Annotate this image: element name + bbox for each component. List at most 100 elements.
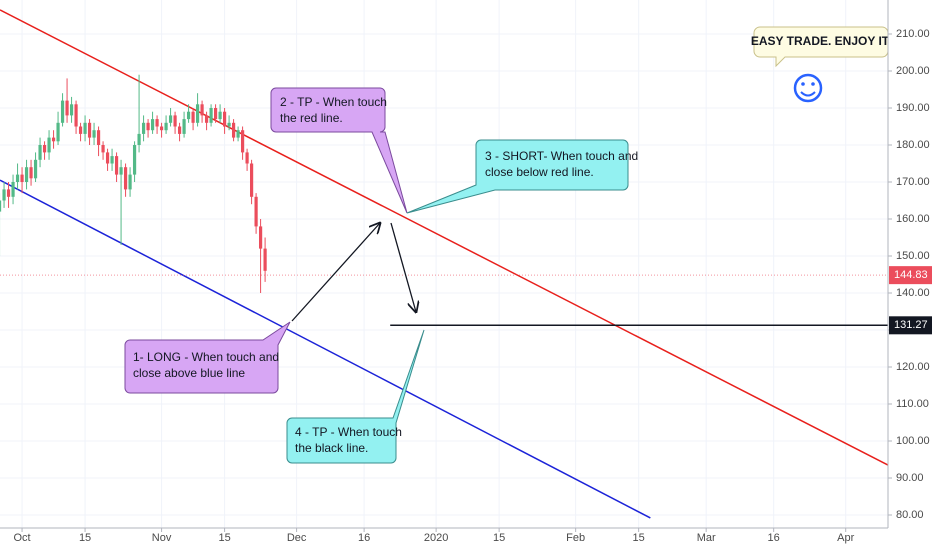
candle-body [29, 167, 33, 179]
annotation-text: EASY TRADE. ENJOY IT. [751, 34, 891, 48]
y-tick-label: 210.00 [896, 28, 930, 40]
trend-line [0, 9, 889, 466]
candle-body [74, 104, 78, 127]
candle-body [191, 111, 195, 123]
candle-body [65, 100, 69, 116]
price-label-box [889, 266, 932, 285]
candle-body [2, 189, 6, 201]
candle-body [213, 108, 218, 120]
candle-body [47, 137, 51, 153]
price-label-box [889, 316, 932, 335]
candle-body [249, 163, 254, 197]
candle-body [38, 145, 42, 160]
candle-body [150, 119, 155, 131]
candle-body [132, 145, 137, 175]
candle-body [204, 115, 209, 123]
candle-body [218, 111, 222, 120]
x-tick-label: 15 [633, 532, 645, 544]
candle-body [177, 126, 182, 134]
x-tick-label: 15 [79, 532, 91, 544]
y-tick-label: 180.00 [896, 139, 930, 151]
candle-body [0, 200, 2, 212]
candle-body [69, 104, 74, 116]
candle-body [168, 115, 173, 123]
candle-body [92, 130, 96, 138]
arrows [291, 223, 416, 322]
candle-body [173, 115, 177, 127]
candle-body [222, 111, 227, 127]
annotation-text: 2 - TP - When touch [280, 95, 387, 109]
annotation-text: close below red line. [485, 165, 594, 179]
y-tick-label: 120.00 [896, 361, 930, 373]
trend-line [0, 179, 651, 519]
x-tick-label: Apr [837, 532, 854, 544]
candle-body [254, 196, 258, 227]
candle-body [119, 167, 123, 175]
y-tick-label: 140.00 [896, 287, 930, 299]
candle-body [123, 167, 128, 190]
candle-body [110, 156, 114, 164]
x-tick-label: 15 [493, 532, 505, 544]
candle-body [231, 122, 236, 138]
candle-body [101, 145, 105, 153]
candle-body [60, 100, 65, 123]
y-tick-label: 100.00 [896, 435, 930, 447]
candle-body [96, 130, 101, 146]
candle-body [195, 104, 200, 123]
candle-body [227, 122, 231, 127]
x-tick-label: Oct [13, 532, 30, 544]
x-tick-label: 15 [218, 532, 230, 544]
x-tick-label: Nov [152, 532, 172, 544]
x-tick-label: 2020 [424, 532, 448, 544]
candle-body [141, 122, 146, 134]
candle-body [24, 167, 29, 183]
candle-body [56, 122, 60, 142]
candle-body [11, 182, 15, 197]
candle-body [258, 226, 263, 249]
candle-body [20, 174, 24, 183]
candle-body [87, 122, 92, 138]
candle-body [245, 152, 249, 164]
candle-body [164, 122, 168, 131]
y-tick-label: 170.00 [896, 176, 930, 188]
y-tick-label: 150.00 [896, 250, 930, 262]
candle-body [236, 130, 240, 138]
y-tick-label: 90.00 [896, 472, 924, 484]
candle-body [6, 189, 11, 197]
candle-body [83, 122, 87, 134]
annotation-text: the black line. [295, 441, 368, 455]
candle-body [186, 111, 191, 120]
y-tick-label: 110.00 [896, 398, 929, 410]
x-tick-label: Mar [697, 532, 716, 544]
x-tick-label: 16 [768, 532, 780, 544]
candle-body [51, 137, 56, 142]
candle-body [114, 156, 119, 175]
candle-body [128, 174, 132, 190]
y-tick-label: 200.00 [896, 65, 930, 77]
candle-body [209, 108, 213, 123]
annotation-text: 4 - TP - When touch [295, 425, 402, 439]
annotation-text: 1- LONG - When touch and [133, 350, 279, 364]
candle-body [33, 159, 38, 179]
candle-body [263, 248, 267, 271]
price-label: 144.83 [894, 269, 928, 281]
annotation-text: the red line. [280, 111, 343, 125]
candle-body [78, 126, 83, 134]
annotation-text: 3 - SHORT- When touch and [485, 149, 638, 163]
candle-body [105, 152, 110, 164]
candle-body [15, 174, 20, 183]
candle-body [159, 126, 164, 131]
candle-body [240, 130, 245, 153]
candle-body [200, 104, 204, 116]
y-tick-label: 80.00 [896, 509, 924, 521]
candle-body [42, 145, 47, 153]
candle-body [182, 119, 186, 134]
candle-body [146, 122, 150, 131]
y-tick-label: 160.00 [896, 213, 930, 225]
annotation-text: close above blue line [133, 366, 245, 380]
y-tick-label: 190.00 [896, 102, 930, 114]
callouts [124, 26, 889, 464]
price-label: 131.27 [894, 319, 928, 331]
candle-body [155, 119, 159, 127]
